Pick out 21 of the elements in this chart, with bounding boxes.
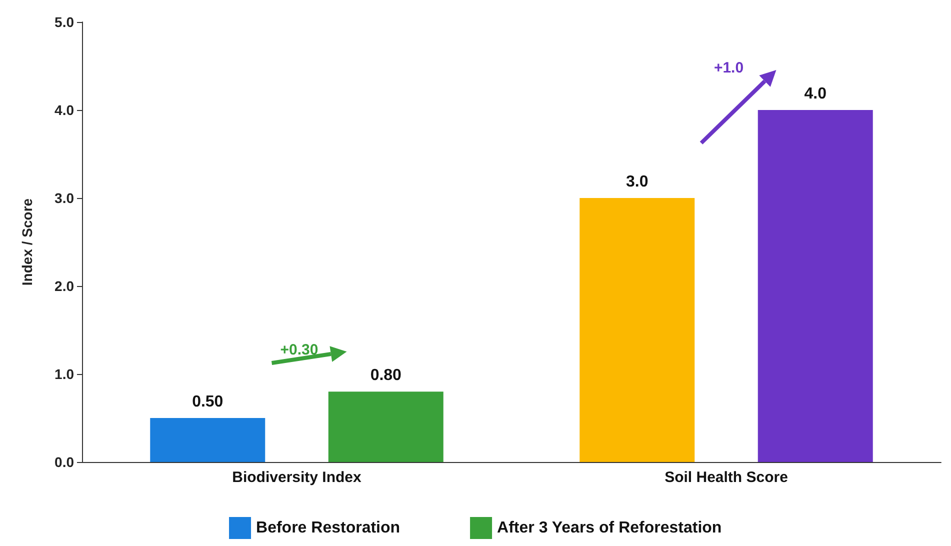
y-tick-label: 1.0 bbox=[54, 366, 74, 382]
y-tick-label: 3.0 bbox=[54, 190, 74, 206]
annotation: +1.0 bbox=[714, 60, 744, 76]
data-label: 0.50 bbox=[192, 394, 224, 410]
legend-label: After 3 Years of Reforestation bbox=[497, 520, 722, 536]
data-label: 0.80 bbox=[370, 367, 402, 384]
bar bbox=[580, 198, 695, 462]
y-tick-label: 0.0 bbox=[54, 454, 74, 470]
bar bbox=[328, 392, 444, 462]
x-tick-label: Soil Health Score bbox=[664, 469, 788, 486]
annotation: +0.30 bbox=[280, 341, 318, 358]
y-axis-title: Index / Score bbox=[19, 198, 35, 286]
bar bbox=[758, 110, 873, 462]
x-tick-label: Biodiversity Index bbox=[232, 469, 362, 486]
bar bbox=[150, 418, 266, 462]
legend-label: Before Restoration bbox=[256, 520, 400, 536]
y-tick-label: 5.0 bbox=[54, 14, 74, 30]
y-tick-label: 4.0 bbox=[54, 102, 74, 118]
y-tick-label: 2.0 bbox=[54, 278, 74, 294]
data-label: 3.0 bbox=[626, 174, 648, 190]
data-label: 4.0 bbox=[804, 86, 827, 102]
